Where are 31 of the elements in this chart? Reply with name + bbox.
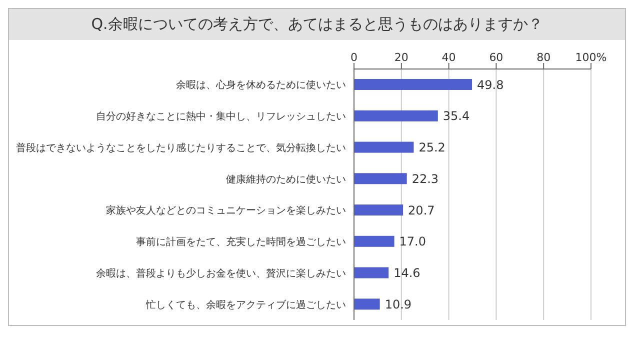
y-tick-label: 余暇は、普段よりも少しお金を使い、贅沢に楽しみたい	[96, 267, 346, 280]
bar	[354, 142, 414, 153]
data-label: 17.0	[399, 234, 426, 249]
data-label: 14.6	[394, 266, 420, 280]
x-tick-label: 60	[489, 51, 504, 64]
y-tick-label: 家族や友人などとのコミュニケーションを楽しみたい	[106, 204, 346, 217]
data-label: 49.8	[477, 78, 504, 92]
x-tick-label: 80	[536, 51, 551, 64]
data-label: 20.7	[408, 203, 435, 218]
bar	[354, 204, 404, 216]
data-label: 10.9	[384, 297, 412, 312]
bar	[354, 298, 380, 310]
bar	[354, 267, 389, 278]
y-tick-label: 普段はできないようなことをしたり感じたりすることで、気分転換したい	[16, 142, 346, 154]
y-tick-label: 事前に計画をたて、充実した時間を過ごしたい	[136, 236, 346, 248]
y-tick-label: 健康維持のために使いたい	[226, 173, 346, 186]
x-tick-label: 20	[394, 51, 408, 64]
bar	[354, 236, 394, 247]
y-tick-label: 余暇は、心身を休めるために使いたい	[176, 79, 346, 92]
bar	[354, 110, 438, 122]
bar	[354, 173, 407, 184]
data-label: 25.2	[418, 140, 446, 155]
y-tick-label: 自分の好きなことに熱中・集中し、リフレッシュしたい	[96, 110, 346, 123]
data-label: 35.4	[442, 109, 470, 124]
chart-title: Q.余暇についての考え方で、あてはまると思うものはありますか？	[9, 9, 625, 40]
y-tick-label: 忙しくても、余暇をアクティブに過ごしたい	[145, 298, 346, 311]
x-tick-label: 100%	[575, 51, 607, 64]
x-tick-label: 0	[350, 51, 358, 64]
x-tick-label: 40	[442, 51, 456, 64]
bar	[354, 79, 472, 90]
data-label: 22.3	[412, 172, 439, 186]
